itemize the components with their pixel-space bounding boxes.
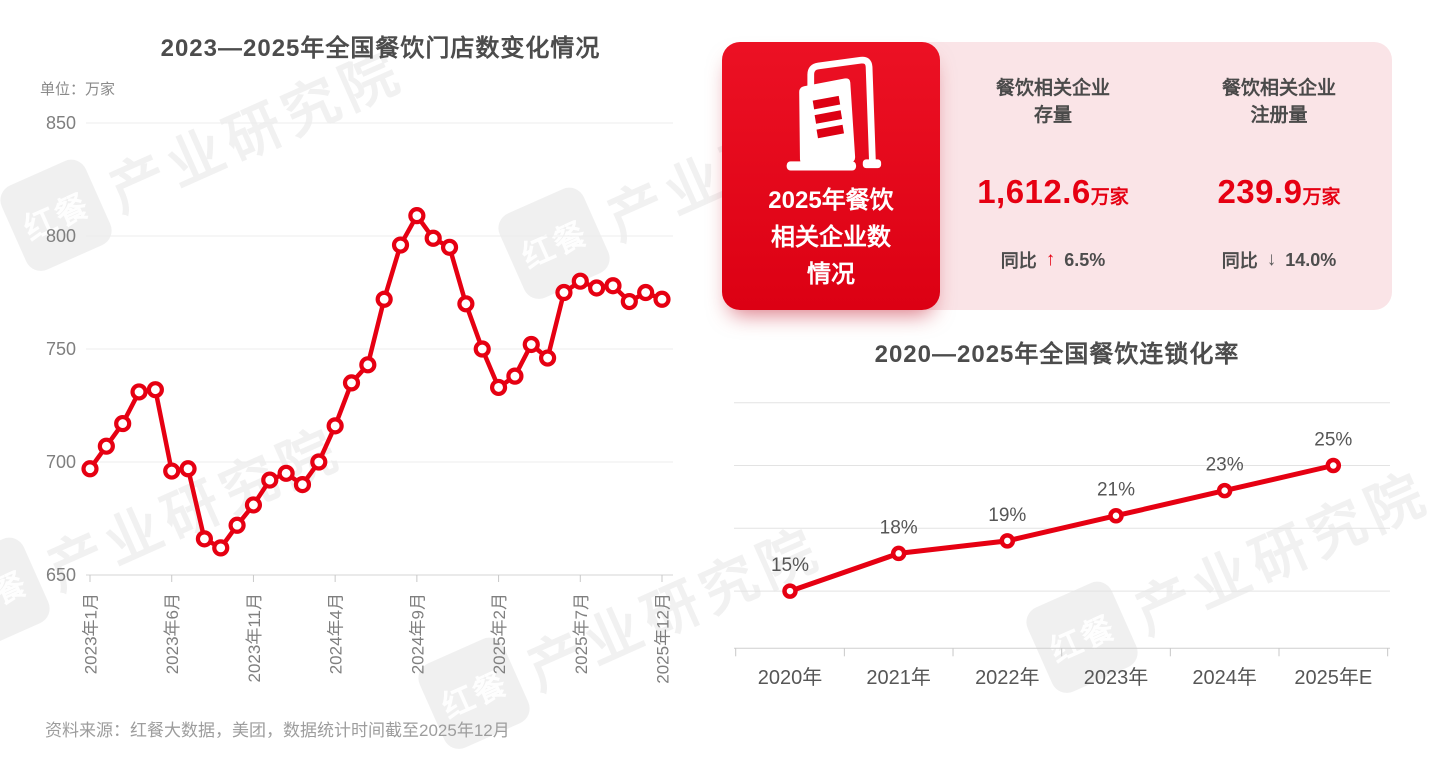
card-title-line: 相关企业数 — [771, 224, 891, 251]
yoy-change: 6.5% — [1064, 249, 1106, 270]
unit-label: 单位：万家 — [40, 81, 116, 98]
card-title-line: 2025年餐饮 — [768, 187, 894, 214]
metric-enterprise-stock: 餐饮相关企业 存量 1,612.6万家 同比 ↑ 6.5% — [940, 42, 1166, 310]
building-icon — [786, 56, 882, 171]
svg-text:2023年6月: 2023年6月 — [163, 593, 182, 674]
svg-text:2023年1月: 2023年1月 — [82, 593, 101, 674]
svg-text:2025年2月: 2025年2月 — [490, 593, 509, 674]
yoy-label: 同比 — [1221, 251, 1258, 271]
enterprise-stats-card: 2025年餐饮 相关企业数 情况 餐饮相关企业 存量 1,612.6万家 同比 … — [722, 42, 1392, 310]
svg-text:750: 750 — [46, 339, 76, 359]
chain-rate-chart-title: 2020—2025年全国餐饮连锁化率 — [874, 341, 1240, 368]
metric-label-line: 餐饮相关企业 — [995, 78, 1110, 99]
metric-label: 餐饮相关企业 存量 — [940, 75, 1166, 129]
svg-text:2024年: 2024年 — [1192, 666, 1257, 689]
svg-text:2025年12月: 2025年12月 — [654, 593, 673, 684]
chain-rate-chart-section: 2020—2025年全国餐饮连锁化率 2020年 2021年 2022年 2023年 2… — [722, 330, 1392, 689]
metric-yoy: 同比 ↑ 6.5% — [940, 247, 1166, 273]
svg-text:18%: 18% — [880, 517, 918, 538]
card-metrics: 餐饮相关企业 存量 1,612.6万家 同比 ↑ 6.5% 餐饮相关企业 注册量… — [940, 42, 1392, 310]
svg-text:21%: 21% — [1097, 480, 1135, 501]
svg-text:2025年E: 2025年E — [1294, 666, 1372, 689]
metric-value: 1,612.6万家 — [940, 173, 1166, 211]
metric-label-line: 注册量 — [1250, 105, 1308, 126]
svg-text:2022年: 2022年 — [975, 666, 1040, 689]
svg-text:2020年: 2020年 — [758, 666, 823, 689]
svg-text:2024年4月: 2024年4月 — [327, 593, 346, 674]
store-count-chart-title: 2023—2025年全国餐饮门店数变化情况 — [160, 35, 601, 62]
chain-rate-line-chart: 2020年 2021年 2022年 2023年 2024年 2025年E 15% 18% 19%… — [734, 402, 1390, 689]
svg-text:2024年9月: 2024年9月 — [408, 593, 427, 674]
svg-text:19%: 19% — [988, 505, 1026, 526]
svg-text:2023年: 2023年 — [1084, 666, 1149, 689]
card-red-panel: 2025年餐饮 相关企业数 情况 — [722, 42, 940, 310]
svg-text:850: 850 — [46, 113, 76, 133]
metric-label: 餐饮相关企业 注册量 — [1166, 75, 1392, 129]
svg-text:650: 650 — [46, 565, 76, 585]
svg-text:800: 800 — [46, 226, 76, 246]
metric-yoy: 同比 ↓ 14.0% — [1166, 247, 1392, 273]
yoy-down-arrow-icon: ↓ — [1266, 249, 1277, 270]
metric-value: 239.9万家 — [1166, 173, 1392, 211]
svg-text:2021年: 2021年 — [866, 666, 931, 689]
svg-text:2023年11月: 2023年11月 — [245, 593, 264, 682]
metric-unit: 万家 — [1302, 187, 1341, 208]
yoy-change: 14.0% — [1285, 249, 1337, 270]
card-title: 2025年餐饮 相关企业数 情况 — [722, 182, 940, 293]
metric-label-line: 存量 — [1033, 105, 1072, 126]
store-count-chart-section: 2023—2025年全国餐饮门店数变化情况 单位：万家 650 700 750 800… — [30, 16, 685, 684]
metric-enterprise-registrations: 餐饮相关企业 注册量 239.9万家 同比 ↓ 14.0% — [1166, 42, 1392, 310]
metric-label-line: 餐饮相关企业 — [1221, 78, 1336, 99]
source-note: 资料来源：红餐大数据，美团，数据统计时间截至2025年12月 — [45, 721, 510, 740]
yoy-label: 同比 — [1000, 251, 1037, 271]
svg-text:2025年7月: 2025年7月 — [572, 593, 591, 674]
card-title-line: 情况 — [807, 261, 855, 288]
svg-text:15%: 15% — [771, 555, 809, 576]
store-count-line-chart: 650 700 750 800 850 2023年1月 2023年6月 2023年11月 202… — [46, 113, 673, 684]
svg-text:23%: 23% — [1206, 455, 1244, 476]
metric-number: 239.9 — [1217, 173, 1303, 210]
yoy-up-arrow-icon: ↑ — [1045, 249, 1056, 270]
svg-text:700: 700 — [46, 452, 76, 472]
svg-text:25%: 25% — [1314, 430, 1352, 451]
metric-unit: 万家 — [1090, 187, 1129, 208]
metric-number: 1,612.6 — [977, 173, 1091, 210]
